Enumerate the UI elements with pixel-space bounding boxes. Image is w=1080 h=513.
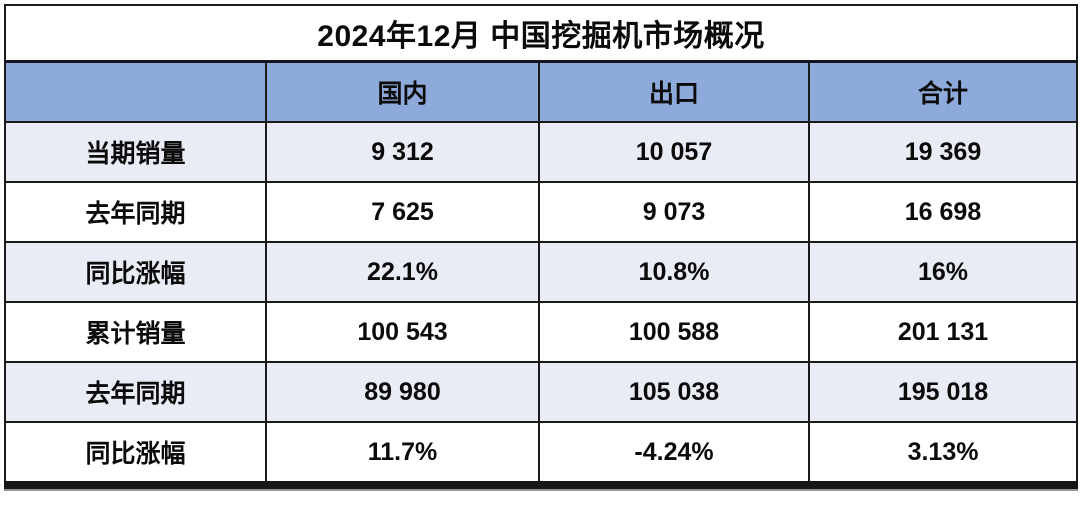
cell-value: -4.24% [538,421,810,489]
cell-value: 195 018 [807,361,1079,423]
table-row-cumulative-sales: 累计销量 100 543 100 588 201 131 [4,301,1079,363]
cell-value: 9 312 [265,121,540,183]
table-row-last-year-same-period: 去年同期 7 625 9 073 16 698 [4,181,1079,243]
cell-value: 100 588 [538,301,810,363]
row-label: 去年同期 [4,181,267,243]
cell-value: 16 698 [807,181,1079,243]
row-label: 累计销量 [4,301,267,363]
cell-value: 10.8% [538,241,810,303]
cell-value: 3.13% [807,421,1079,489]
column-header-export: 出口 [538,60,810,123]
table-row-cumulative-yoy-change: 同比涨幅 11.7% -4.24% 3.13% [4,421,1079,489]
cell-value: 19 369 [807,121,1079,183]
cell-value: 7 625 [265,181,540,243]
row-label: 同比涨幅 [4,421,267,489]
cell-value: 100 543 [265,301,540,363]
cell-value: 105 038 [538,361,810,423]
cell-value: 22.1% [265,241,540,303]
cell-value: 16% [807,241,1079,303]
table-title: 2024年12月 中国挖掘机市场概况 [3,4,1079,63]
excavator-market-table: 2024年12月 中国挖掘机市场概况 国内 出口 合计 当期销量 9 312 1… [3,4,1079,489]
table-row-current-sales: 当期销量 9 312 10 057 19 369 [4,121,1079,183]
column-header-total: 合计 [807,60,1079,123]
cell-value: 201 131 [807,301,1079,363]
table-row-yoy-change: 同比涨幅 22.1% 10.8% 16% [4,241,1079,303]
column-header-empty [4,60,267,123]
cell-value: 9 073 [538,181,810,243]
row-label: 去年同期 [4,361,267,423]
column-header-domestic: 国内 [265,60,540,123]
table-title-row: 2024年12月 中国挖掘机市场概况 [3,4,1079,63]
cell-value: 10 057 [538,121,810,183]
table-header-row: 国内 出口 合计 [4,60,1079,123]
row-label: 同比涨幅 [4,241,267,303]
table-row-cumulative-last-year: 去年同期 89 980 105 038 195 018 [4,361,1079,423]
row-label: 当期销量 [4,121,267,183]
cell-value: 11.7% [265,421,540,489]
cell-value: 89 980 [265,361,540,423]
